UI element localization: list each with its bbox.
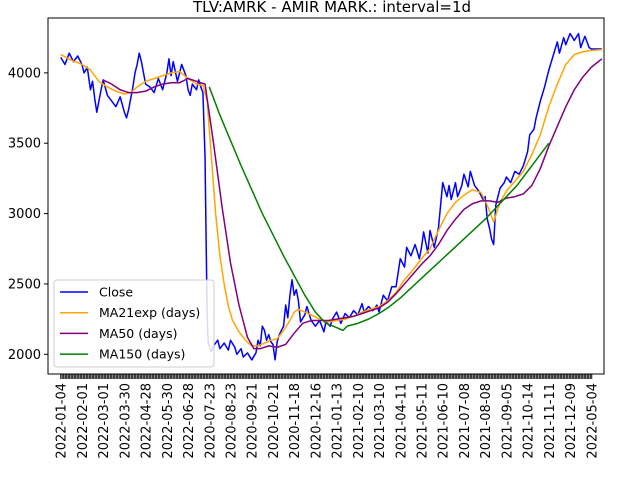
x-tick-label: 2020-08-23 xyxy=(225,383,240,459)
x-tick-label: 2022-03-30 xyxy=(118,383,133,459)
x-tick-label: 2021-06-10 xyxy=(437,383,452,459)
x-tick-label: 2021-12-09 xyxy=(564,383,579,459)
x-tick-label: 2020-07-23 xyxy=(203,383,218,459)
legend-label: MA50 (days) xyxy=(99,326,177,341)
x-tick-label: 2020-11-18 xyxy=(288,383,303,459)
y-tick-label: 3000 xyxy=(8,207,41,222)
series-layer xyxy=(60,32,603,361)
x-tick-label: 2021-09-05 xyxy=(500,383,515,459)
x-tick-label: 2020-12-16 xyxy=(309,383,324,459)
chart-title: TLV:AMRK - AMIR MARK.: interval=1d xyxy=(192,0,471,16)
series-line-2 xyxy=(102,58,603,350)
x-tick-label: 2021-10-14 xyxy=(522,383,537,459)
x-tick-label: 2020-09-21 xyxy=(246,383,261,459)
y-tick-label: 2500 xyxy=(8,277,41,292)
legend-label: Close xyxy=(99,285,133,300)
x-tick-label: 2021-11-11 xyxy=(543,383,558,459)
series-line-3 xyxy=(208,86,550,332)
series-line-1 xyxy=(60,48,602,347)
x-tick-label: 2021-01-13 xyxy=(331,383,346,459)
x-tick-label: 2021-04-11 xyxy=(394,383,409,459)
x-tick-label: 2021-05-11 xyxy=(415,383,430,459)
x-tick-label: 2021-08-08 xyxy=(479,383,494,459)
x-tick-label: 2022-03-01 xyxy=(97,383,112,459)
legend-box xyxy=(53,279,215,368)
x-tick-label: 2022-01-04 xyxy=(55,383,70,459)
y-tick-label: 2000 xyxy=(8,348,41,363)
x-tick-label: 2021-03-10 xyxy=(373,383,388,459)
x-tick-label: 2022-05-04 xyxy=(585,383,600,459)
y-axis: 2000 2500 3000 3500 4000 xyxy=(8,66,48,363)
x-tick-label: 2022-06-28 xyxy=(182,383,197,459)
x-axis: 2022-01-04 2022-02-01 2022-03-01 2022-03-30… xyxy=(55,374,600,459)
x-tick-label: 2022-05-30 xyxy=(161,383,176,459)
x-tick-label: 2021-07-08 xyxy=(458,383,473,459)
legend-label: MA21exp (days) xyxy=(99,305,200,320)
legend-label: MA150 (days) xyxy=(99,347,185,362)
x-tick-label: 2020-10-21 xyxy=(267,383,282,459)
legend: Close MA21exp (days) MA50 (days) MA150 (day… xyxy=(53,279,215,368)
legend-items: Close MA21exp (days) MA50 (days) MA150 (day… xyxy=(60,285,200,362)
x-tick-label: 2021-02-10 xyxy=(352,383,367,459)
x-tick-label: 2022-02-01 xyxy=(76,383,91,459)
x-tick-label: 2022-04-28 xyxy=(140,383,155,459)
y-tick-label: 3500 xyxy=(8,137,41,152)
y-tick-label: 4000 xyxy=(8,66,41,81)
